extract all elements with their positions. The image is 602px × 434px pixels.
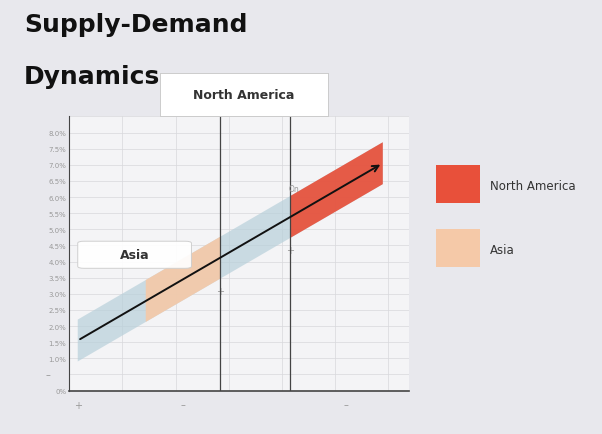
Text: –: – <box>45 369 50 379</box>
Text: North America: North America <box>489 179 576 192</box>
Text: Asia: Asia <box>120 249 149 262</box>
Bar <box>436 166 480 204</box>
Polygon shape <box>290 143 383 238</box>
FancyBboxPatch shape <box>78 242 191 269</box>
Text: Supply-Demand: Supply-Demand <box>24 13 247 37</box>
Text: Dynamics: Dynamics <box>24 65 160 89</box>
Text: –: – <box>181 400 185 410</box>
Text: +: + <box>287 246 294 256</box>
Text: On: On <box>288 185 299 194</box>
Polygon shape <box>146 237 220 322</box>
Text: Asia: Asia <box>489 243 515 256</box>
Bar <box>436 230 480 268</box>
Text: –: – <box>343 400 348 410</box>
Text: +: + <box>216 286 224 296</box>
Polygon shape <box>78 143 383 362</box>
Text: +: + <box>73 400 82 410</box>
Text: North America: North America <box>193 89 294 102</box>
